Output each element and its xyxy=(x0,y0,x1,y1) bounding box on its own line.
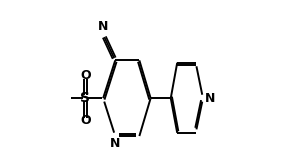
Text: N: N xyxy=(98,20,108,33)
Text: N: N xyxy=(110,137,120,150)
Text: S: S xyxy=(80,91,90,105)
Text: N: N xyxy=(204,92,215,105)
Text: O: O xyxy=(80,69,91,82)
Text: O: O xyxy=(80,114,91,127)
